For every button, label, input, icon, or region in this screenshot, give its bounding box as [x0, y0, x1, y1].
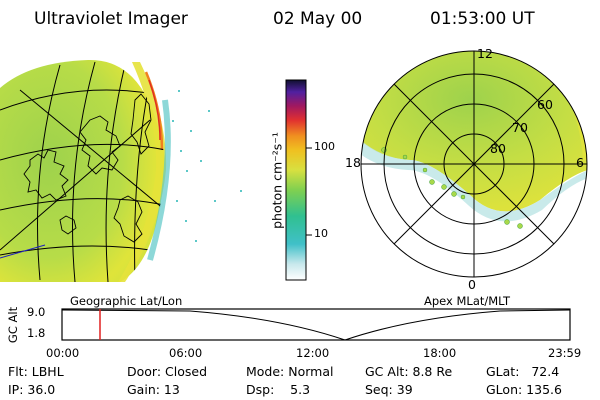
status-seq: Seq: 39 [365, 382, 413, 397]
noise-speckle-group [172, 90, 242, 242]
mlat-label-60: 60 [537, 97, 553, 112]
altitude-curve [61, 309, 571, 341]
time-tick-1200: 12:00 [296, 346, 330, 360]
instrument-title: Ultraviolet Imager [34, 9, 188, 29]
altitude-axis-title: GC Alt [6, 306, 20, 344]
colorbar-tick-label-10: 10 [314, 227, 328, 240]
colorbar-tick-label-100: 100 [314, 140, 335, 153]
time-label: 01:53:00 UT [430, 9, 535, 29]
status-glat: GLat: 72.4 [486, 364, 560, 379]
status-ip: IP: 36.0 [8, 382, 56, 397]
status-gc-alt: GC Alt: 8.8 Re [365, 364, 453, 379]
status-dsp: Dsp: 5.3 [246, 382, 311, 397]
terminator-line [0, 244, 46, 259]
time-tick-1800: 18:00 [423, 346, 457, 360]
status-filter: Flt: LBHL [8, 364, 64, 379]
colorbar-unit-label: photon cm⁻²s⁻¹ [269, 132, 285, 229]
mlat-mlt-grid [360, 50, 588, 278]
mlt-label-0: 0 [468, 277, 476, 292]
geographic-panel-label: Geographic Lat/Lon [70, 294, 183, 308]
altitude-tick-9: 9.0 [27, 305, 46, 319]
mlt-label-6: 6 [576, 155, 584, 170]
polar-mlt-image [360, 50, 588, 278]
status-glon: GLon: 135.6 [486, 382, 562, 397]
mlt-label-18: 18 [345, 155, 361, 170]
mlt-label-12: 12 [477, 46, 493, 61]
date-label: 02 May 00 [273, 9, 363, 29]
geographic-globe-image [0, 59, 242, 282]
polar-speckles [381, 147, 523, 229]
status-gain: Gain: 13 [127, 382, 180, 397]
time-tick-0000: 00:00 [46, 346, 80, 360]
coastline-outline [23, 93, 152, 243]
time-tick-0600: 06:00 [169, 346, 203, 360]
lat-lon-grid [0, 61, 165, 282]
status-door: Door: Closed [127, 364, 208, 379]
altitude-strip-plot [61, 308, 571, 341]
colorbar [285, 79, 312, 281]
mlat-label-70: 70 [512, 120, 528, 135]
altitude-tick-1.8: 1.8 [27, 326, 46, 340]
time-tick-2359: 23:59 [548, 346, 582, 360]
mlat-label-80: 80 [490, 141, 506, 156]
apex-panel-label: Apex MLat/MLT [424, 294, 511, 308]
status-mode: Mode: Normal [246, 364, 334, 379]
